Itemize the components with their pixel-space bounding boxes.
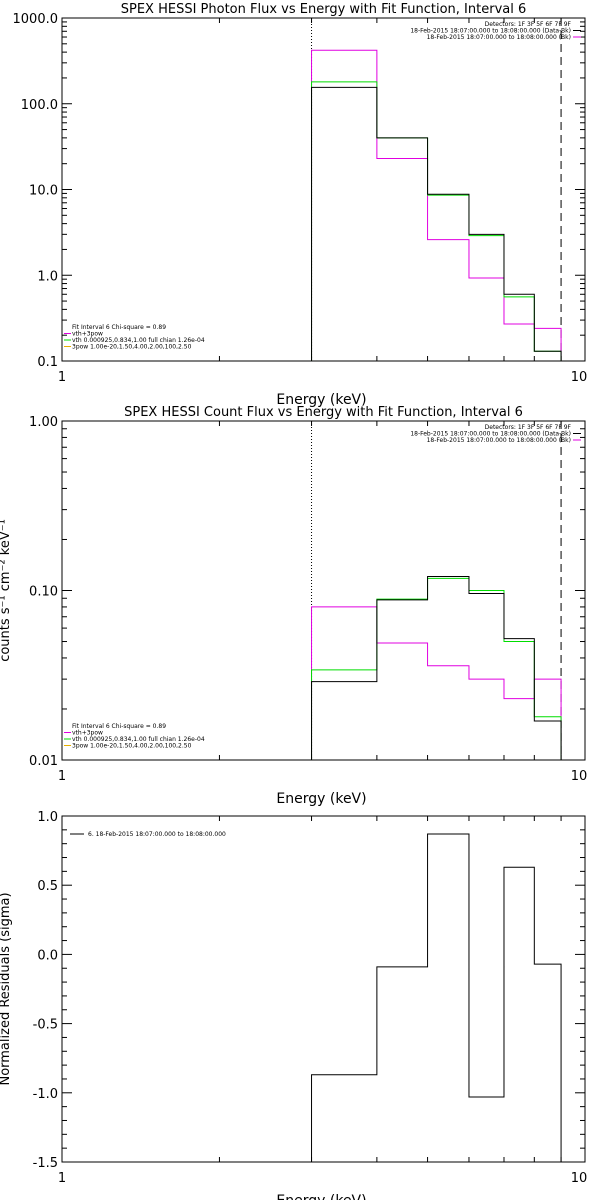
y-tick-label: 0.5	[37, 879, 58, 894]
series-step-line	[311, 575, 562, 760]
legend-entry: 18-Feb-2015 18:07:00.000 to 18:08:00.000…	[427, 34, 571, 41]
fit-legend-entry: vth+3pow	[72, 331, 103, 338]
fit-legend-entry: 3pow 1.00e-20,1.50,4.00,2.00,100,2.50	[72, 743, 192, 750]
x-tick-label: 10	[571, 370, 588, 385]
series-step-line	[311, 86, 562, 361]
fit-legend-entry: 3pow 1.00e-20,1.50,4.00,2.00,100,2.50	[72, 344, 192, 351]
count-flux-panel: SPEX HESSI Count Flux vs Energy with Fit…	[0, 405, 587, 807]
y-tick-label: -1.5	[33, 1156, 58, 1171]
y-axis-label: Normalized Residuals (sigma)	[0, 892, 13, 1085]
y-tick-label: -1.0	[33, 1087, 58, 1102]
series-step-line	[311, 606, 562, 760]
plot-frame	[61, 420, 586, 761]
y-tick-label: 1.0	[37, 269, 58, 284]
y-tick-label: 1.00	[29, 415, 58, 430]
x-axis-label: Energy (keV)	[276, 1193, 366, 1200]
x-axis-label: Energy (keV)	[276, 791, 366, 807]
photon-flux-panel: SPEX HESSI Photon Flux vs Energy with Fi…	[13, 2, 588, 408]
plot-frame	[61, 17, 586, 362]
fit-legend-entry: vth+3pow	[72, 730, 103, 737]
legend-entry: 18-Feb-2015 18:07:00.000 to 18:08:00.000…	[410, 431, 571, 438]
chart-title: SPEX HESSI Photon Flux vs Energy with Fi…	[121, 2, 527, 17]
x-tick-label: 1	[58, 370, 66, 385]
x-tick-label: 10	[571, 1171, 588, 1186]
y-tick-label: -0.5	[33, 1018, 58, 1033]
legend-entry: 6. 18-Feb-2015 18:07:00.000 to 18:08:00.…	[88, 831, 226, 838]
y-tick-label: 10.0	[29, 184, 58, 199]
y-tick-label: 0.0	[37, 948, 58, 963]
fit-legend-entry: vth 0.000925,0.834,1.00 full chian 1.26e…	[72, 736, 205, 743]
fit-legend-entry: vth 0.000925,0.834,1.00 full chian 1.26e…	[72, 337, 205, 344]
fit-legend-entry: Fit Interval 6 Chi-square = 0.89	[72, 723, 166, 730]
legend-entry: 18-Feb-2015 18:07:00.000 to 18:08:00.000…	[427, 437, 571, 444]
legend-entry: Detectors: 1F 3F 5F 6F 7F 9F	[485, 424, 572, 431]
y-tick-label: 100.0	[21, 98, 58, 113]
legend-entry: Detectors: 1F 3F 5F 6F 7F 9F	[485, 21, 572, 28]
legend-entry: 18-Feb-2015 18:07:00.000 to 18:08:00.000…	[410, 28, 571, 35]
series-step-line	[311, 833, 562, 1162]
series-step-line	[311, 577, 562, 760]
chart-title: SPEX HESSI Count Flux vs Energy with Fit…	[124, 405, 523, 420]
series-step-line	[311, 49, 562, 361]
y-tick-label: 0.10	[29, 585, 58, 600]
plot-frame	[61, 815, 586, 1163]
series-step-line	[311, 81, 562, 361]
x-tick-label: 10	[571, 769, 588, 784]
y-axis-label: counts s⁻¹ cm⁻² keV⁻¹	[0, 519, 13, 662]
x-axis-label: Energy (keV)	[276, 392, 366, 408]
y-tick-label: 1000.0	[13, 12, 59, 27]
y-tick-label: 0.1	[37, 355, 58, 370]
x-tick-label: 1	[58, 1171, 66, 1186]
y-tick-label: 0.01	[29, 754, 58, 769]
x-tick-label: 1	[58, 769, 66, 784]
residuals-panel: 1 10 1.0 0.5 0.0 -0.5 -1.0 -1.5 Energy (keV) Norm…	[0, 810, 587, 1200]
y-tick-label: 1.0	[37, 810, 58, 825]
fit-legend-entry: Fit Interval 6 Chi-square = 0.89	[72, 324, 166, 331]
